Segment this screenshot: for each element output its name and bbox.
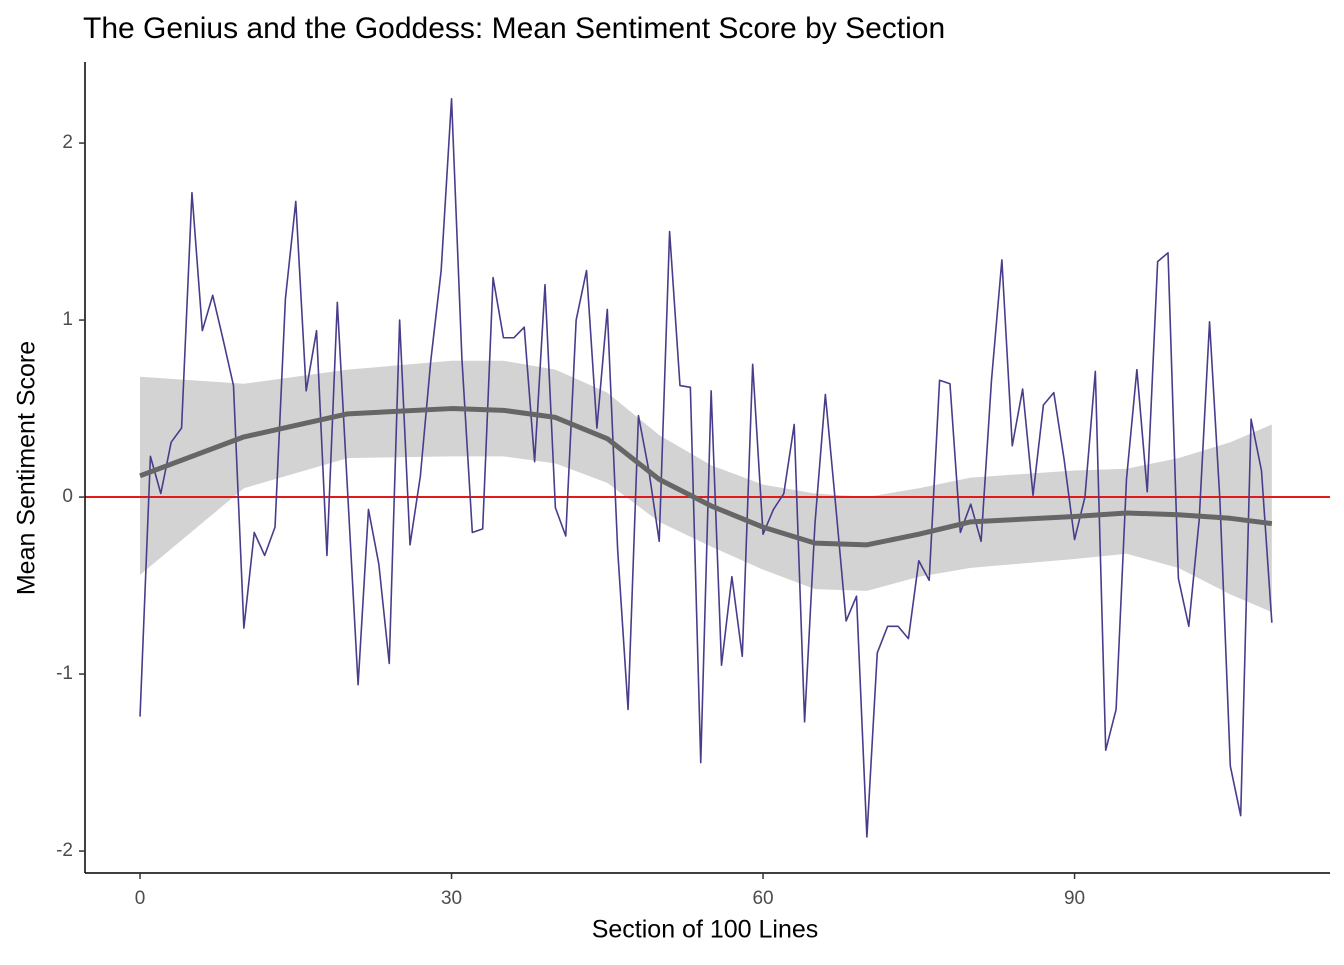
- y-tick-label: 0: [62, 486, 73, 507]
- y-tick-label: 2: [62, 132, 73, 153]
- x-tick-label: 60: [752, 888, 773, 909]
- x-tick-label: 30: [441, 888, 462, 909]
- y-axis-label: Mean Sentiment Score: [13, 341, 41, 595]
- confidence-band: [140, 360, 1272, 613]
- x-axis-label: Section of 100 Lines: [592, 916, 819, 944]
- y-tick-label: 1: [62, 309, 73, 330]
- x-tick-label: 90: [1064, 888, 1085, 909]
- y-tick-label: -1: [56, 663, 73, 684]
- data-line: [139, 98, 1273, 838]
- x-tick-label: 0: [135, 888, 146, 909]
- chart-title: The Genius and the Goddess: Mean Sentime…: [83, 12, 945, 45]
- smooth-line: [139, 406, 1273, 548]
- y-tick-label: -2: [56, 840, 73, 861]
